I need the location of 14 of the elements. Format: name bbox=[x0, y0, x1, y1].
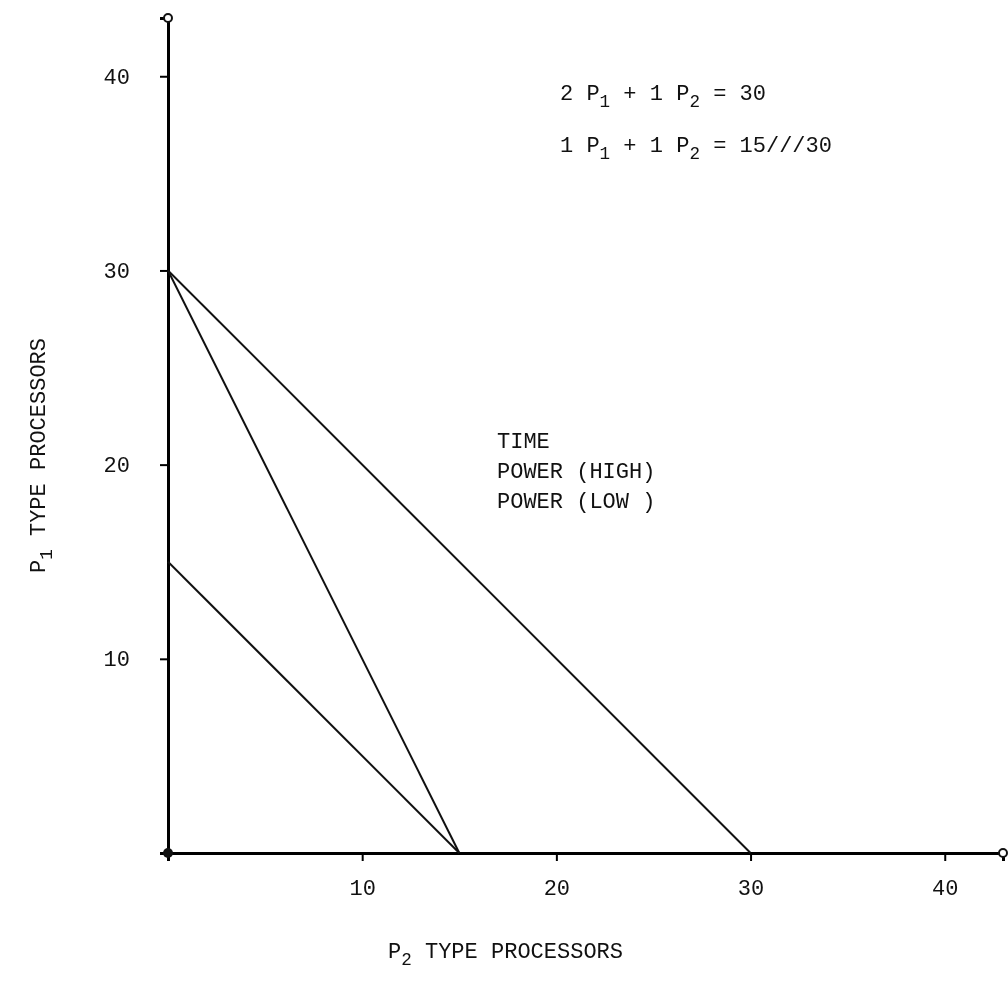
x-tick-label: 20 bbox=[543, 876, 571, 902]
x-tick-label: 40 bbox=[932, 876, 959, 902]
x-tick-label: 10 bbox=[349, 876, 376, 902]
y-tick-label: 10 bbox=[103, 648, 130, 674]
annotation: POWER (HIGH) bbox=[497, 460, 656, 485]
annotation: 2 P$_{1}$ + 1 P$_{2}$ = 30 bbox=[560, 82, 766, 113]
annotation: POWER (LOW ) bbox=[497, 490, 656, 515]
annotation: TIME bbox=[497, 430, 550, 455]
x-axis-title: P$_{2}$ TYPE PROCESSORS bbox=[388, 940, 623, 971]
annotation: 1 P$_{1}$ + 1 P$_{2}$ = 15///30 bbox=[560, 134, 832, 165]
y-tick-label: 40 bbox=[103, 65, 130, 91]
y-tick-label: 30 bbox=[103, 259, 130, 285]
y-tick-label: 20 bbox=[103, 454, 130, 480]
x-tick-label: 30 bbox=[737, 876, 765, 902]
